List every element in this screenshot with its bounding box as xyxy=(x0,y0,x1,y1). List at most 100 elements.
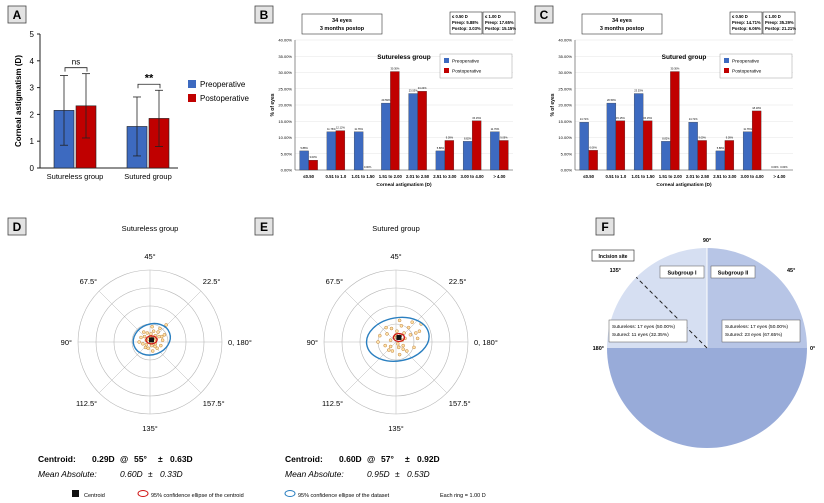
y-tick-label: 15.00% xyxy=(278,119,292,124)
data-label: 11.76% xyxy=(354,127,363,131)
y-tick-label: 40.00% xyxy=(558,38,572,43)
y-tick-label: 2 xyxy=(30,110,35,119)
centroid-label: Centroid: xyxy=(285,454,323,464)
x-tick-label: 1.51 to 2.00 xyxy=(379,174,403,179)
data-point xyxy=(156,330,160,334)
data-point xyxy=(139,335,143,340)
bar xyxy=(408,93,418,171)
legend-box xyxy=(719,53,793,79)
stat-text: ≤ 1.00 D xyxy=(485,14,501,19)
polar-angle-label: 90° xyxy=(61,338,72,347)
legend-swatch xyxy=(724,58,729,63)
panel-label-box xyxy=(7,217,27,236)
data-point xyxy=(151,329,156,333)
data-label: 30.30% xyxy=(670,67,679,71)
data-point xyxy=(399,324,404,328)
data-label: 9.09% xyxy=(698,135,706,139)
data-label: 23.53% xyxy=(634,89,643,93)
polar-angle-label: 135° xyxy=(388,424,404,433)
subgroup-title: Subgroup II xyxy=(718,271,749,277)
dataset-ellipse xyxy=(365,316,430,362)
data-point xyxy=(395,329,399,333)
data-point xyxy=(150,324,154,329)
y-tick-label: 5.00% xyxy=(561,151,573,156)
data-point xyxy=(412,345,416,350)
subgroup-stat-text: Sutureless: 17 eyes (50.00%) xyxy=(612,324,675,330)
pie-angle-label: 90° xyxy=(703,238,711,244)
data-label: 8.82% xyxy=(464,136,472,140)
x-tick-label: Sutured group xyxy=(124,172,172,181)
polar-angle-label: 112.5° xyxy=(76,399,97,408)
legend-ring-label: Each ring = 1.00 D xyxy=(440,493,486,499)
chart-title: Sutured group xyxy=(372,224,420,233)
data-label: 20.59% xyxy=(381,98,390,102)
y-tick-label: 25.00% xyxy=(558,86,572,91)
data-label: 9.09% xyxy=(500,135,508,139)
bar xyxy=(381,102,391,171)
data-label: 15.15% xyxy=(643,116,652,120)
data-point xyxy=(141,342,145,346)
x-tick-label: 2.51 to 3.00 xyxy=(433,174,457,179)
data-label: 9.09% xyxy=(446,135,454,139)
centroid-ellipse xyxy=(392,332,406,343)
bar xyxy=(670,71,680,171)
y-tick-label: 4 xyxy=(30,57,35,66)
data-point xyxy=(150,349,155,353)
legend-ci-centroid-label: 95% confidence ellipse of the centroid xyxy=(151,493,244,499)
panel-label: E xyxy=(260,220,268,234)
stat-text: ≤ 0.50 D xyxy=(452,14,468,19)
legend-swatch xyxy=(188,80,196,88)
x-tick-label: 3.00 to 4.00 xyxy=(741,174,765,179)
subgroup-title: Subgroup I xyxy=(667,271,696,277)
stat-box xyxy=(449,11,483,35)
bar xyxy=(642,120,653,171)
subgroup-stat-box xyxy=(608,319,688,343)
pie-dashed-135 xyxy=(635,276,708,349)
polar-angle-label: 157.5° xyxy=(203,399,225,408)
centroid-marker xyxy=(148,337,154,343)
polar-spoke xyxy=(98,290,151,343)
centroid-label: Centroid: xyxy=(38,454,76,464)
data-point xyxy=(402,331,406,335)
centroid-magnitude: 0.60D xyxy=(339,454,362,464)
data-point xyxy=(406,325,411,330)
data-point xyxy=(401,343,405,348)
data-label: 0.00% xyxy=(364,165,372,169)
y-tick-label: 20.00% xyxy=(278,103,292,108)
bar xyxy=(353,131,364,171)
data-label: 11.76% xyxy=(743,127,752,131)
centroid-sd: 0.92D xyxy=(417,454,440,464)
polar-angle-label: 22.5° xyxy=(203,277,221,286)
legend-label: Preoperative xyxy=(200,80,246,89)
data-point xyxy=(137,340,141,344)
data-point xyxy=(383,343,387,348)
legend-centroid-label: Centroid xyxy=(84,493,105,499)
header-text: 3 months postop xyxy=(600,26,645,32)
stat-box xyxy=(762,11,796,35)
data-point xyxy=(388,344,393,349)
bar xyxy=(661,141,671,171)
data-point xyxy=(159,334,164,339)
y-tick-label: 5 xyxy=(30,30,35,39)
polar-spoke xyxy=(98,341,151,394)
bar xyxy=(751,110,762,171)
data-point xyxy=(141,330,146,334)
header-text: 34 eyes xyxy=(612,18,632,24)
stat-box xyxy=(482,11,516,35)
y-tick-label: 15.00% xyxy=(558,119,572,124)
chart-title: Sutureless group xyxy=(377,54,430,61)
polar-angle-label: 112.5° xyxy=(322,399,343,408)
legend-label: Preoperative xyxy=(452,59,480,65)
data-label: 5.88% xyxy=(437,146,445,150)
data-label: 5.88% xyxy=(300,146,308,150)
stat-text: Preop: 14.71% xyxy=(732,20,761,25)
legend-label: Postoperative xyxy=(452,69,482,75)
x-tick-label: 2.01 to 2.50 xyxy=(686,174,710,179)
data-point xyxy=(410,320,414,324)
mean-abs-pm: ± xyxy=(395,469,400,479)
bar xyxy=(588,150,598,171)
subgroup-stat-text: Sutureless: 17 eyes (50.00%) xyxy=(725,324,788,330)
legend-swatch xyxy=(188,94,196,102)
data-label: 0.00% xyxy=(780,165,788,169)
chart-title: Sutureless group xyxy=(122,224,179,233)
